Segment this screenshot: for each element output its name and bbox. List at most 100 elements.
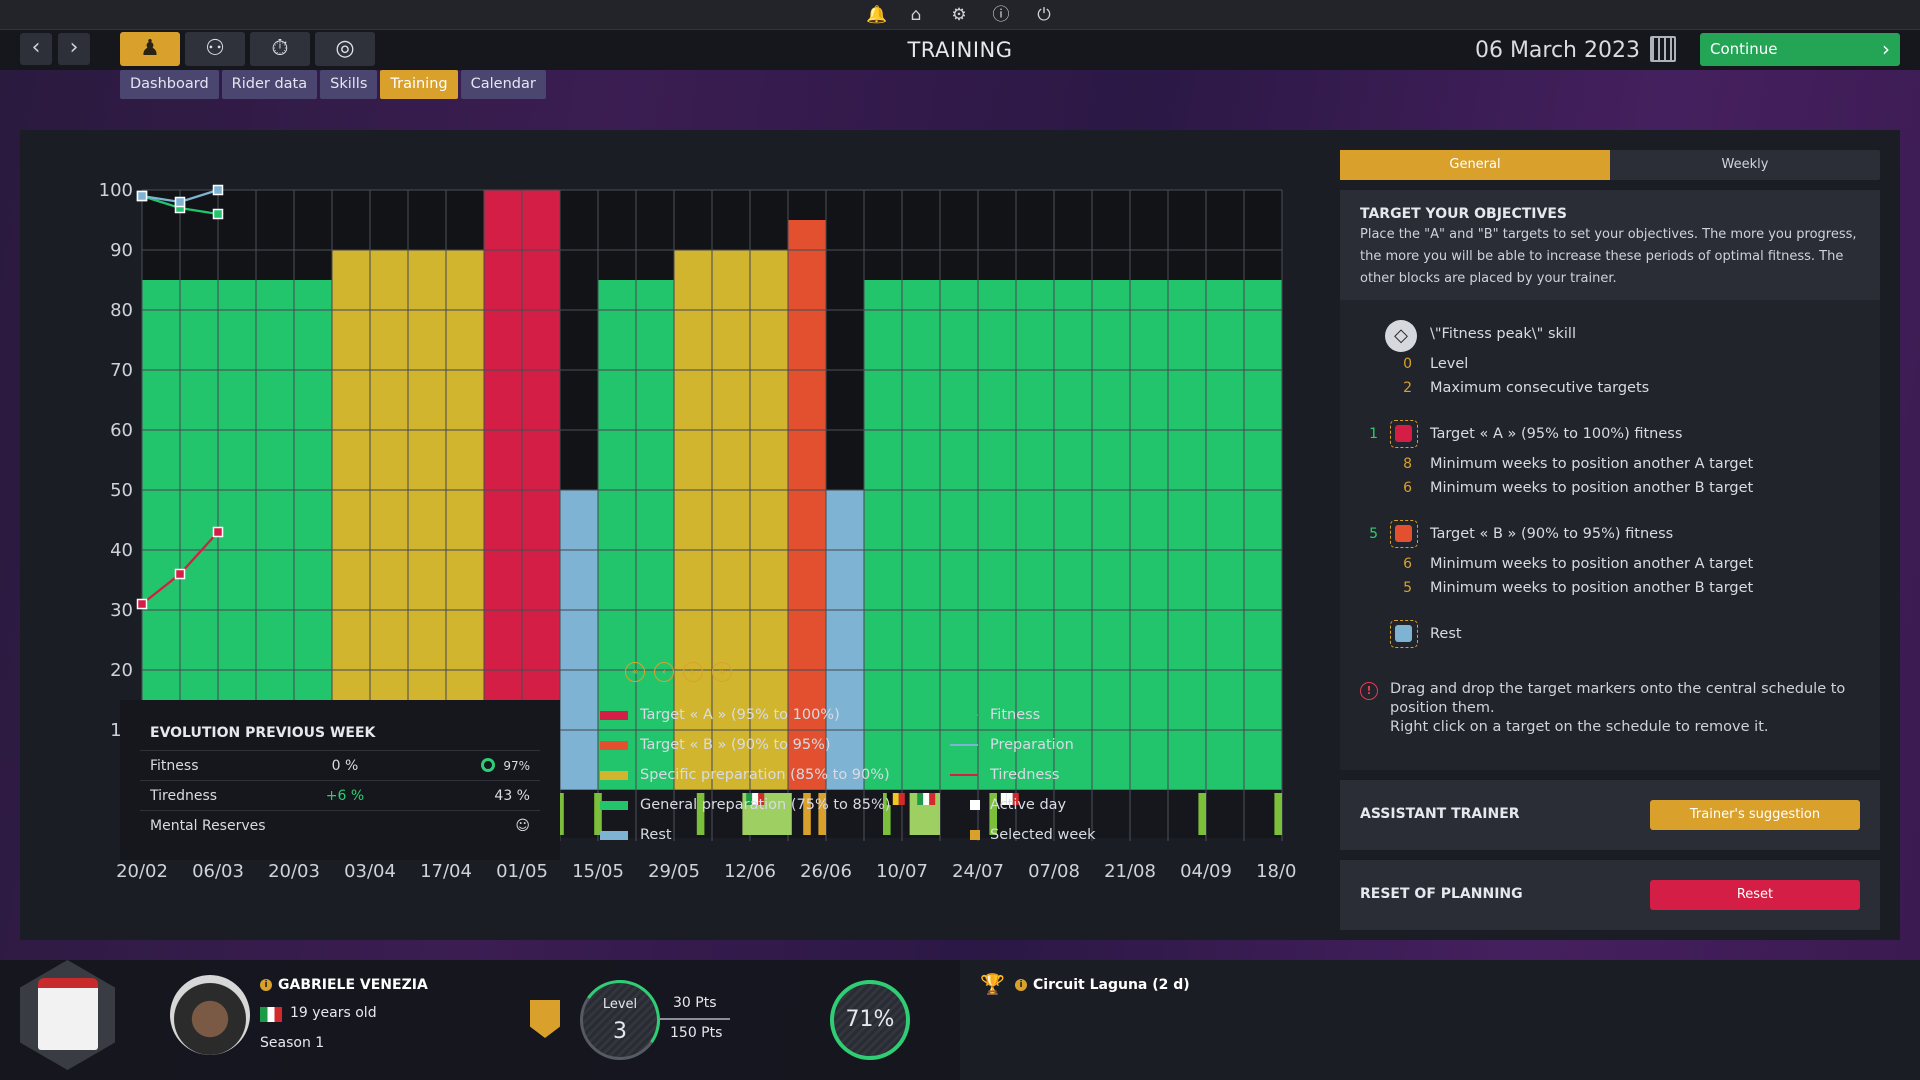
rider-badge-icon: [530, 1000, 560, 1038]
x-tick-label: 18/09: [1256, 861, 1297, 882]
fitness-gauge: 71%: [830, 980, 910, 1060]
activity-bar: [818, 793, 826, 835]
x-tick-label: 24/07: [952, 861, 1004, 882]
power-icon[interactable]: ⏻: [1037, 5, 1051, 25]
target-b-row2: Minimum weeks to position another B targ…: [1430, 580, 1754, 596]
target-b-row1: Minimum weeks to position another A targ…: [1430, 556, 1754, 572]
skill-max-number: 2: [1403, 380, 1412, 396]
points-next: 150 Pts: [670, 1025, 723, 1041]
activity-bar: [883, 793, 891, 835]
first-page-button[interactable]: «: [625, 662, 645, 682]
tab-general[interactable]: General: [1340, 150, 1610, 180]
top-bar: 🔔 ⌂ ⚙ ⓘ ⏻: [0, 0, 1920, 30]
legend-label: Rest: [640, 827, 672, 843]
tab-dashboard[interactable]: Dashboard: [120, 70, 219, 99]
target-b-marker[interactable]: [1390, 520, 1418, 548]
target-a-label: Target « A » (95% to 100%) fitness: [1430, 426, 1683, 442]
target-a-row2: Minimum weeks to position another B targ…: [1430, 480, 1754, 496]
evolution-title: EVOLUTION PREVIOUS WEEK: [150, 725, 376, 741]
sub-tabs: Dashboard Rider data Skills Training Calenda…: [120, 70, 549, 100]
continue-button[interactable]: Continue ›: [1700, 33, 1900, 66]
x-tick-label: 06/03: [192, 861, 244, 882]
rider-mode-button[interactable]: ♟: [120, 32, 180, 66]
points-divider: [660, 1018, 730, 1020]
gear-icon[interactable]: ⚙: [951, 5, 967, 25]
series-point-tiredness: [212, 526, 224, 538]
x-tick-label: 03/04: [344, 861, 396, 882]
row-label: Mental Reserves: [150, 818, 266, 834]
smiley-icon: ☺: [515, 818, 530, 834]
tab-weekly[interactable]: Weekly: [1721, 157, 1769, 172]
next-page-button[interactable]: ›: [683, 662, 703, 682]
legend-label: Target « A » (95% to 100%): [640, 707, 840, 723]
race-name[interactable]: Circuit Laguna (2 d): [1033, 977, 1190, 993]
x-tick-label: 20/03: [268, 861, 320, 882]
rest-marker[interactable]: [1390, 620, 1418, 648]
target-a-marker[interactable]: [1390, 420, 1418, 448]
current-date: 06 March 2023: [1474, 38, 1640, 63]
trainer-suggestion-button[interactable]: Trainer's suggestion: [1650, 800, 1860, 830]
x-tick-label: 04/09: [1180, 861, 1232, 882]
avatar[interactable]: [170, 975, 250, 1055]
chevron-right-icon: ›: [69, 35, 79, 60]
country-flag: [1006, 793, 1013, 805]
calendar-icon[interactable]: [1650, 36, 1676, 62]
team-mode-button[interactable]: ⚇: [185, 32, 245, 66]
forward-button[interactable]: ›: [58, 33, 90, 65]
series-point-tiredness: [174, 568, 186, 580]
legend-label: Tiredness: [990, 767, 1060, 783]
y-tick-label: 70: [110, 360, 133, 381]
x-tick-label: 29/05: [648, 861, 700, 882]
tab-skills[interactable]: Skills: [320, 70, 378, 99]
info-icon[interactable]: i: [1015, 979, 1027, 991]
legend-label: Fitness: [990, 707, 1041, 723]
chart-bar-specific: [674, 250, 788, 790]
evolution-row-fitness: Fitness 0 % 97%: [140, 750, 540, 780]
rider-name[interactable]: GABRIELE VENEZIA: [278, 977, 428, 993]
rider-icon: ♟: [140, 36, 160, 61]
level-gauge: Level 3: [573, 973, 667, 1067]
country-flag: [1000, 793, 1007, 805]
stopwatch-mode-button[interactable]: ⏱: [250, 32, 310, 66]
training-chart[interactable]: 100908070605040302010020/0206/0320/0303/…: [70, 160, 1297, 895]
tab-rider-data[interactable]: Rider data: [221, 70, 318, 99]
evolution-row-mental: Mental Reserves ☺: [140, 810, 540, 840]
bell-icon[interactable]: 🔔: [866, 5, 888, 25]
evolution-row-tiredness: Tiredness +6 % 43 %: [140, 780, 540, 810]
target-a-row1: Minimum weeks to position another A targ…: [1430, 456, 1754, 472]
last-page-button[interactable]: »: [712, 662, 732, 682]
activity-bar: [556, 793, 564, 835]
y-tick-label: 40: [110, 540, 133, 561]
prev-page-button[interactable]: ‹: [654, 662, 674, 682]
x-tick-label: 21/08: [1104, 861, 1156, 882]
objectives-header: TARGET YOUR OBJECTIVES Place the "A" and…: [1340, 190, 1880, 300]
italy-flag-icon: [260, 1007, 282, 1022]
team-icon: ⚇: [205, 36, 225, 61]
activity-bar: [989, 793, 997, 835]
legend-label: Target « B » (90% to 95%): [640, 737, 831, 753]
info-icon[interactable]: ⓘ: [992, 5, 1010, 25]
x-tick-label: 07/08: [1028, 861, 1080, 882]
tab-training[interactable]: Training: [380, 70, 458, 99]
series-point-preparation: [212, 184, 224, 196]
globe-mode-button[interactable]: ◎: [315, 32, 375, 66]
series-point-tiredness: [136, 598, 148, 610]
series-point-preparation: [136, 190, 148, 202]
legend-label: Specific preparation (85% to 90%): [640, 767, 890, 783]
activity-bar: [1274, 793, 1282, 835]
reset-button[interactable]: Reset: [1650, 880, 1860, 910]
tab-calendar[interactable]: Calendar: [460, 70, 546, 99]
reset-planning-box: RESET OF PLANNING Reset: [1340, 860, 1880, 930]
info-icon[interactable]: i: [260, 979, 272, 991]
home-icon[interactable]: ⌂: [910, 5, 922, 25]
x-tick-label: 17/04: [420, 861, 472, 882]
continue-label: Continue: [1710, 40, 1778, 58]
y-tick-label: 30: [110, 600, 133, 621]
skill-max-label: Maximum consecutive targets: [1430, 380, 1650, 396]
chart-bar-rest: [560, 490, 598, 790]
x-tick-label: 01/05: [496, 861, 548, 882]
team-jersey[interactable]: [20, 960, 115, 1070]
back-button[interactable]: ‹: [20, 33, 52, 65]
x-tick-label: 20/02: [116, 861, 168, 882]
legend-label: Active day: [990, 797, 1067, 813]
